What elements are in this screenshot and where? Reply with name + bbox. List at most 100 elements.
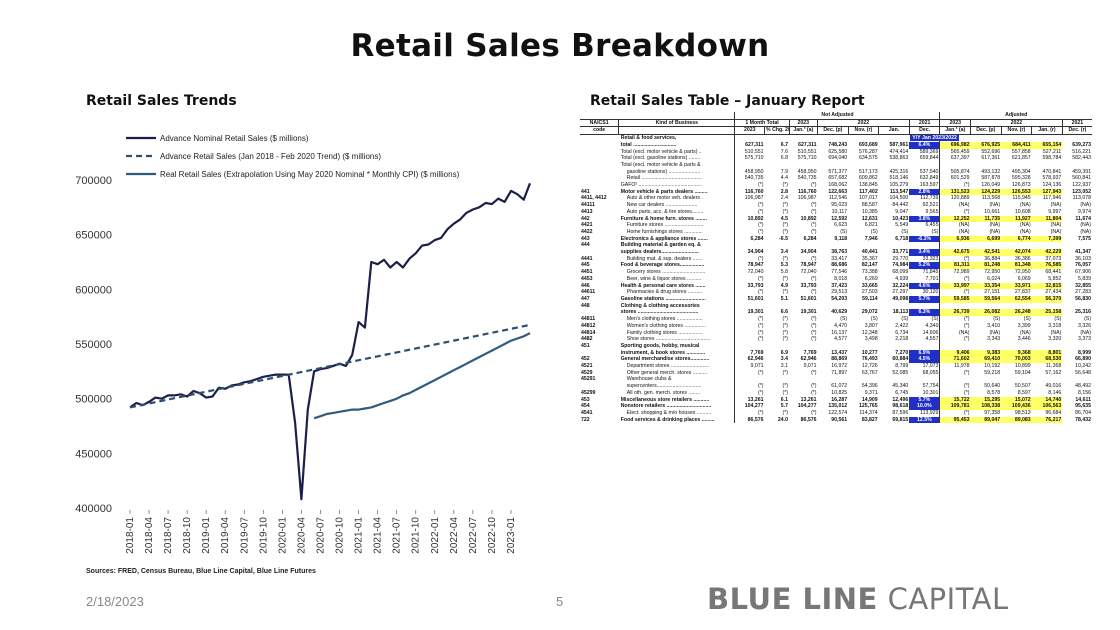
value-cell: 11,674 — [1075, 215, 1091, 222]
value-cell: 57,162 — [1045, 369, 1062, 376]
value-cell: 7,701 — [925, 275, 939, 282]
naics-code: 446 — [581, 282, 590, 289]
value-cell: (*) — [811, 202, 817, 209]
value-cell — [1032, 162, 1063, 169]
value-cell: 5,839 — [1078, 275, 1091, 282]
value-cell: 96,684 — [1045, 409, 1062, 416]
naics-code: 44611 — [581, 289, 596, 296]
value-cell: 459,391 — [1072, 168, 1091, 175]
value-cell: (*) — [782, 329, 788, 336]
kind-of-business: Family clothing stores ................. — [626, 329, 703, 336]
y-tick-label: 450000 — [75, 448, 112, 460]
value-cell: 62,554 — [1001, 295, 1032, 303]
x-tick-label: 2018-04 — [144, 517, 155, 554]
value-cell: 138,845 — [858, 182, 878, 189]
value-cell: 10,385 — [861, 208, 878, 215]
value-cell: 97,358 — [984, 409, 1001, 416]
table-row: 4441 Building mat. & sup. dealers .......… — [580, 255, 1092, 263]
value-cell: (*) — [734, 369, 765, 377]
value-cell: (*) — [734, 329, 765, 337]
value-cell: 113,929 — [920, 409, 939, 416]
value-cell: 10,661 — [984, 208, 1001, 215]
value-cell: 9,406 — [939, 349, 971, 357]
value-cell: (*) — [811, 409, 817, 416]
value-cell: (NA) — [939, 222, 971, 229]
yoy-label: Y/Y Jan 2023/2022 — [910, 135, 959, 142]
value-cell: -6.5 — [779, 235, 788, 242]
value-cell: 33,354 — [970, 282, 1002, 290]
value-cell: 9,047 — [895, 208, 909, 215]
table-row: 44611 Pharmacies & drug stores ..........… — [580, 289, 1092, 296]
naics-code: 45299 — [581, 389, 596, 396]
naics-code — [580, 149, 619, 156]
kind-of-business: Elect. shopping & m/o houses .......... — [626, 409, 712, 416]
value-cell: 54,203 — [831, 295, 848, 302]
value-cell: 3.1 — [780, 363, 788, 370]
value-cell: 6,623 — [834, 222, 848, 229]
value-cell: 168,062 — [828, 182, 848, 189]
value-cell: 7,575 — [1078, 235, 1091, 242]
value-cell: 98,513 — [1014, 409, 1031, 416]
value-cell: 8,578 — [987, 389, 1001, 396]
brand-logo: BLUE LINE CAPITAL — [707, 582, 1009, 616]
x-tick-label: 2020-07 — [315, 517, 326, 554]
value-cell: 505,874 — [939, 168, 971, 176]
value-cell: 474,414 — [889, 148, 909, 155]
value-cell: 516,221 — [1072, 148, 1091, 155]
value-cell: 458,950 — [797, 168, 817, 175]
naics-code — [580, 249, 619, 256]
value-cell: 37,423 — [831, 282, 848, 289]
value-cell: 86,576 — [800, 416, 817, 423]
value-cell — [734, 242, 765, 250]
value-cell — [909, 376, 940, 383]
value-cell: 4,340 — [925, 322, 939, 329]
value-cell: 11,735 — [970, 215, 1002, 223]
value-cell: 15,072 — [1001, 396, 1032, 404]
value-cell: 72,040 — [734, 269, 765, 276]
table-row: Total (excl. motor vehicle & parts & — [580, 161, 1092, 169]
value-cell: 2.8 — [780, 188, 788, 195]
value-cell: 104,277 — [734, 403, 765, 410]
value-cell: 12,496 — [892, 396, 909, 403]
value-cell: 71,845 — [922, 269, 939, 276]
value-cell: (NA) — [989, 202, 1001, 209]
value-cell: 33,793 — [734, 282, 765, 290]
value-cell — [848, 162, 879, 169]
value-cell: 9,974 — [1078, 208, 1091, 215]
value-cell: (*) — [782, 409, 788, 416]
value-cell: 35,367 — [861, 255, 878, 262]
value-cell: 107,017 — [858, 195, 878, 202]
value-cell: 33,997 — [939, 282, 971, 290]
header-cell: Jan.³ (a) — [788, 126, 818, 136]
value-cell — [971, 162, 1002, 169]
header-cell: Jan. — [878, 126, 910, 136]
value-cell: (*) — [811, 222, 817, 229]
naics-code: 44111 — [581, 202, 595, 209]
header-blank — [580, 112, 735, 120]
table-row: 45299 All oth. gen. merch. stores .......… — [580, 389, 1092, 397]
naics-code: 4482 — [581, 336, 593, 343]
value-cell: 109,436 — [1001, 403, 1032, 410]
header-cell: Dec. (p) — [817, 126, 849, 136]
value-cell: 131,523 — [939, 188, 971, 196]
value-cell: 32,224 — [892, 282, 909, 289]
value-cell: 10,899 — [1014, 363, 1031, 370]
value-cell: (*) — [734, 228, 765, 236]
value-cell: 88,869 — [831, 356, 848, 363]
value-cell: 557,858 — [1011, 148, 1031, 155]
value-cell: 16,972 — [831, 363, 848, 370]
value-cell: 493,132 — [981, 168, 1001, 175]
value-cell: 10,117 — [831, 208, 848, 215]
value-cell: 621,857 — [1011, 155, 1031, 162]
value-cell: 86,704 — [1075, 409, 1091, 416]
yoy-change-cell: 3.8% — [909, 215, 940, 223]
value-cell: 34,904 — [734, 249, 765, 256]
value-cell — [1032, 242, 1063, 249]
value-cell: 126,553 — [1001, 188, 1032, 196]
table-row: 4482 Shoe stores ........................… — [580, 336, 1092, 343]
header-year: 2022 — [817, 119, 910, 128]
value-cell: 27,297 — [892, 289, 909, 296]
naics-code: 44814 — [581, 329, 596, 336]
value-cell: 8,799 — [895, 363, 909, 370]
value-cell: 10,277 — [861, 349, 878, 356]
